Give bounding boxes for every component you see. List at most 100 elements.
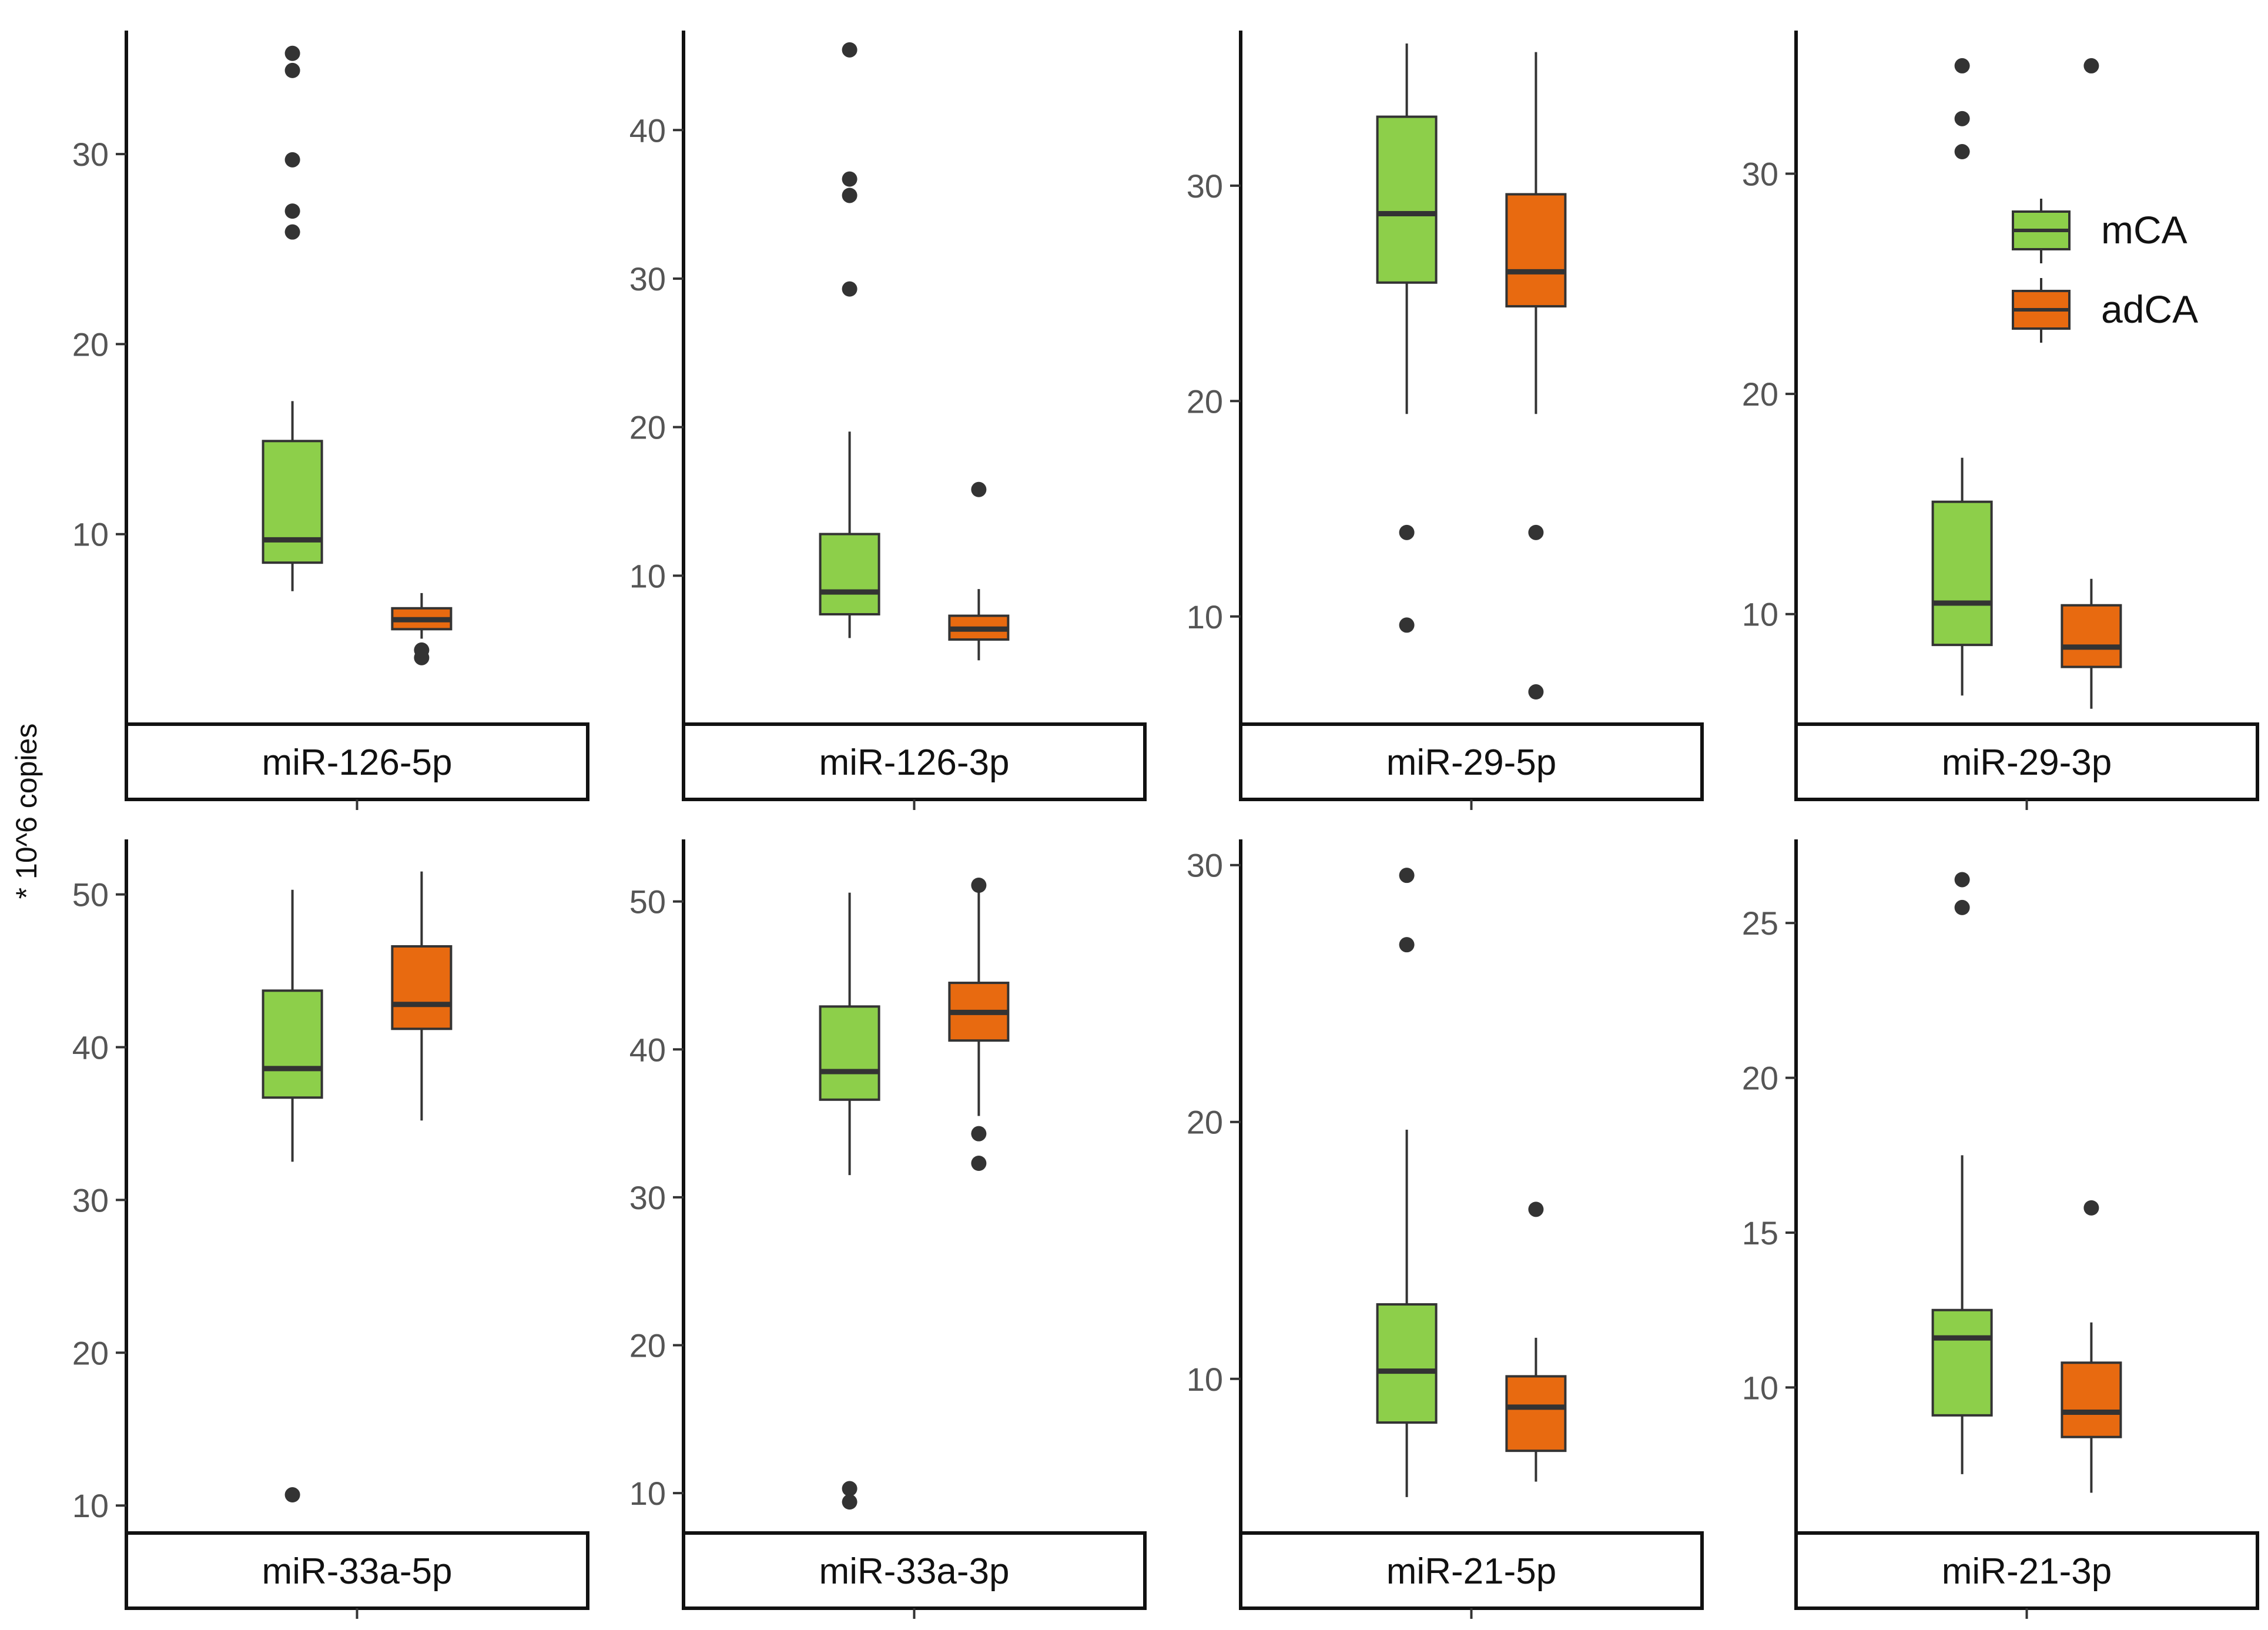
y-tick-label: 20 xyxy=(72,326,109,363)
box-iqr xyxy=(1931,500,1993,647)
y-tick-label: 10 xyxy=(629,1475,666,1512)
box-iqr xyxy=(2061,604,2122,668)
panel-miR-33a-3p: 10 20 30 40 50 miR-33a-3p xyxy=(629,839,1147,1619)
box-mCA xyxy=(262,45,323,591)
outlier-point xyxy=(284,1487,300,1503)
box-mCA xyxy=(1376,868,1438,1497)
box-adCA xyxy=(948,877,1010,1172)
outlier-point xyxy=(842,188,857,203)
y-tick-label: 10 xyxy=(1187,1361,1223,1398)
box-mCA xyxy=(819,42,880,638)
outlier-point xyxy=(842,42,857,58)
y-tick-label: 40 xyxy=(629,1031,666,1068)
strip-label: miR-33a-5p xyxy=(262,1551,453,1592)
y-tick-label: 30 xyxy=(629,260,666,297)
outlier-point xyxy=(1954,144,1970,160)
panel-miR-29-5p: 10 20 30 miR-29-5p xyxy=(1187,31,1704,810)
box-mCA xyxy=(1931,58,1993,696)
box-mCA xyxy=(819,892,880,1510)
box-iqr xyxy=(1505,193,1567,308)
box-iqr xyxy=(819,533,880,616)
y-tick-label: 20 xyxy=(629,409,666,446)
y-tick-label: 30 xyxy=(72,136,109,173)
box-adCA xyxy=(2061,1200,2122,1493)
strip-box xyxy=(1239,1531,1704,1610)
y-tick-label: 10 xyxy=(72,1487,109,1524)
legend-label: mCA xyxy=(2101,208,2187,252)
outlier-point xyxy=(2083,58,2099,73)
legend: mCA adCA xyxy=(2012,199,2198,343)
box-iqr xyxy=(1505,1375,1567,1452)
outlier-point xyxy=(842,1481,857,1497)
box-adCA xyxy=(948,481,1010,661)
strip-box xyxy=(1794,722,2259,801)
y-tick-label: 20 xyxy=(1742,376,1778,413)
strip-label: miR-29-5p xyxy=(1386,742,1556,783)
box-iqr xyxy=(1376,1303,1438,1424)
box-iqr xyxy=(2061,1361,2122,1438)
legend-entry-adCA: adCA xyxy=(2012,278,2198,343)
outlier-point xyxy=(414,642,430,658)
strip-label: miR-126-3p xyxy=(819,742,1010,783)
legend-label: adCA xyxy=(2101,287,2198,331)
panel-miR-126-3p: 10 20 30 40 miR-126-3p xyxy=(629,31,1147,810)
outlier-point xyxy=(284,224,300,240)
outlier-point xyxy=(284,203,300,219)
y-tick-label: 20 xyxy=(72,1334,109,1371)
y-tick-label: 30 xyxy=(72,1182,109,1219)
outlier-point xyxy=(284,152,300,168)
outlier-point xyxy=(971,481,987,497)
box-iqr xyxy=(819,1005,880,1101)
y-tick-label: 15 xyxy=(1742,1214,1778,1251)
box-iqr xyxy=(262,440,323,564)
box-adCA xyxy=(2061,58,2122,709)
outlier-point xyxy=(971,1156,987,1172)
y-axis-label: * 10^6 copies xyxy=(10,724,43,899)
outlier-point xyxy=(2083,1200,2099,1216)
outlier-point xyxy=(284,45,300,61)
panel-grid: 10 20 30 miR-126-5p 10 20 30 40 miR-126-3p 10 20 30… xyxy=(72,31,2259,1619)
y-tick-label: 40 xyxy=(629,112,666,149)
box-iqr xyxy=(1931,1308,1993,1417)
box-iqr xyxy=(391,945,453,1030)
strip-label: miR-33a-3p xyxy=(819,1551,1010,1592)
y-tick-label: 10 xyxy=(1742,1369,1778,1406)
strip-box xyxy=(682,1531,1147,1610)
outlier-point xyxy=(284,62,300,78)
y-tick-label: 40 xyxy=(72,1029,109,1066)
y-tick-label: 30 xyxy=(1742,155,1778,192)
outlier-point xyxy=(1399,617,1415,633)
outlier-point xyxy=(1399,524,1415,540)
box-adCA xyxy=(1505,1201,1567,1482)
legend-entry-mCA: mCA xyxy=(2012,199,2187,263)
y-tick-label: 30 xyxy=(629,1179,666,1216)
y-tick-label: 25 xyxy=(1742,905,1778,942)
y-tick-label: 30 xyxy=(1187,168,1223,205)
y-tick-label: 20 xyxy=(1187,383,1223,420)
outlier-point xyxy=(971,1126,987,1142)
box-adCA xyxy=(1505,52,1567,700)
box-adCA xyxy=(391,871,453,1121)
outlier-point xyxy=(842,171,857,187)
outlier-point xyxy=(1399,868,1415,883)
y-tick-label: 10 xyxy=(629,557,666,594)
y-tick-label: 10 xyxy=(72,516,109,553)
strip-label: miR-21-5p xyxy=(1386,1551,1556,1592)
strip-label: miR-21-3p xyxy=(1942,1551,2112,1592)
box-mCA xyxy=(262,889,323,1503)
strip-label: miR-126-5p xyxy=(262,742,453,783)
outlier-point xyxy=(842,1494,857,1510)
y-tick-label: 50 xyxy=(72,876,109,913)
y-tick-label: 20 xyxy=(1742,1060,1778,1097)
box-mCA xyxy=(1376,43,1438,633)
y-tick-label: 10 xyxy=(1187,598,1223,635)
panel-miR-21-3p: 10 15 20 25 miR-21-3p xyxy=(1742,839,2259,1619)
outlier-point xyxy=(1954,111,1970,126)
outlier-point xyxy=(842,281,857,297)
outlier-point xyxy=(1528,1201,1544,1217)
panel-miR-33a-5p: 10 20 30 40 50 miR-33a-5p xyxy=(72,839,589,1619)
panel-miR-126-5p: 10 20 30 miR-126-5p xyxy=(72,31,589,810)
box-mCA xyxy=(1931,872,1993,1474)
y-tick-label: 30 xyxy=(1187,847,1223,884)
